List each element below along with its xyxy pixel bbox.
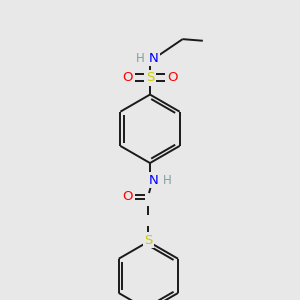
Text: H: H [136, 52, 145, 64]
Text: H: H [163, 173, 171, 187]
Text: N: N [148, 173, 158, 187]
Text: N: N [148, 52, 158, 64]
Text: O: O [123, 71, 133, 84]
Text: O: O [167, 71, 177, 84]
Text: S: S [146, 71, 154, 84]
Text: O: O [122, 190, 133, 203]
Text: S: S [144, 233, 153, 247]
